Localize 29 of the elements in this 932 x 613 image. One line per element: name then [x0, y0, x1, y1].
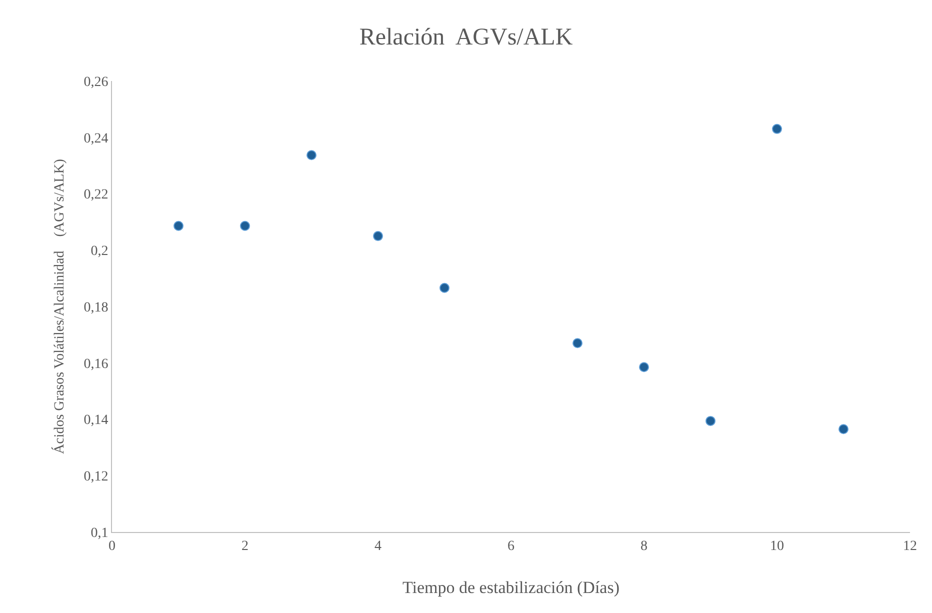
- y-tick-label: 0,12: [84, 470, 108, 485]
- y-tick-label: 0,16: [84, 356, 108, 372]
- x-tick-label: 2: [242, 538, 248, 554]
- point: [373, 231, 383, 242]
- point: [174, 220, 184, 231]
- x-tick-label: 8: [640, 538, 648, 554]
- y-tick-label: 0,18: [84, 300, 108, 316]
- y-tick-label: 0,1: [90, 526, 108, 541]
- y-tick-label: 0,2: [90, 244, 108, 260]
- point: [240, 220, 250, 231]
- point: [440, 282, 450, 293]
- point: [572, 338, 582, 348]
- y-tick-label: 0,24: [84, 131, 108, 146]
- x-tick-label: 6: [508, 538, 514, 554]
- y-tick-label: 0,22: [84, 188, 108, 203]
- point: [639, 362, 649, 372]
- point: [306, 150, 316, 160]
- y-axis-title: Ácidos Grasos Volátiles/Alcalinidad (AGVs/ALK): [50, 158, 68, 454]
- point: [838, 424, 848, 434]
- x-tick-label: 10: [770, 538, 784, 554]
- chart-title: Relación AGVs/ALK: [359, 24, 574, 50]
- x-tick-label: 12: [903, 538, 917, 554]
- point: [772, 124, 782, 134]
- y-tick-label: 0,14: [84, 413, 108, 428]
- y-tick-label: 0,26: [84, 74, 108, 90]
- point: [706, 416, 716, 426]
- x-tick-label: 0: [108, 538, 116, 554]
- x-axis-title: Tiempo de estabilización (Días): [402, 578, 620, 597]
- x-tick-label: 4: [374, 538, 382, 554]
